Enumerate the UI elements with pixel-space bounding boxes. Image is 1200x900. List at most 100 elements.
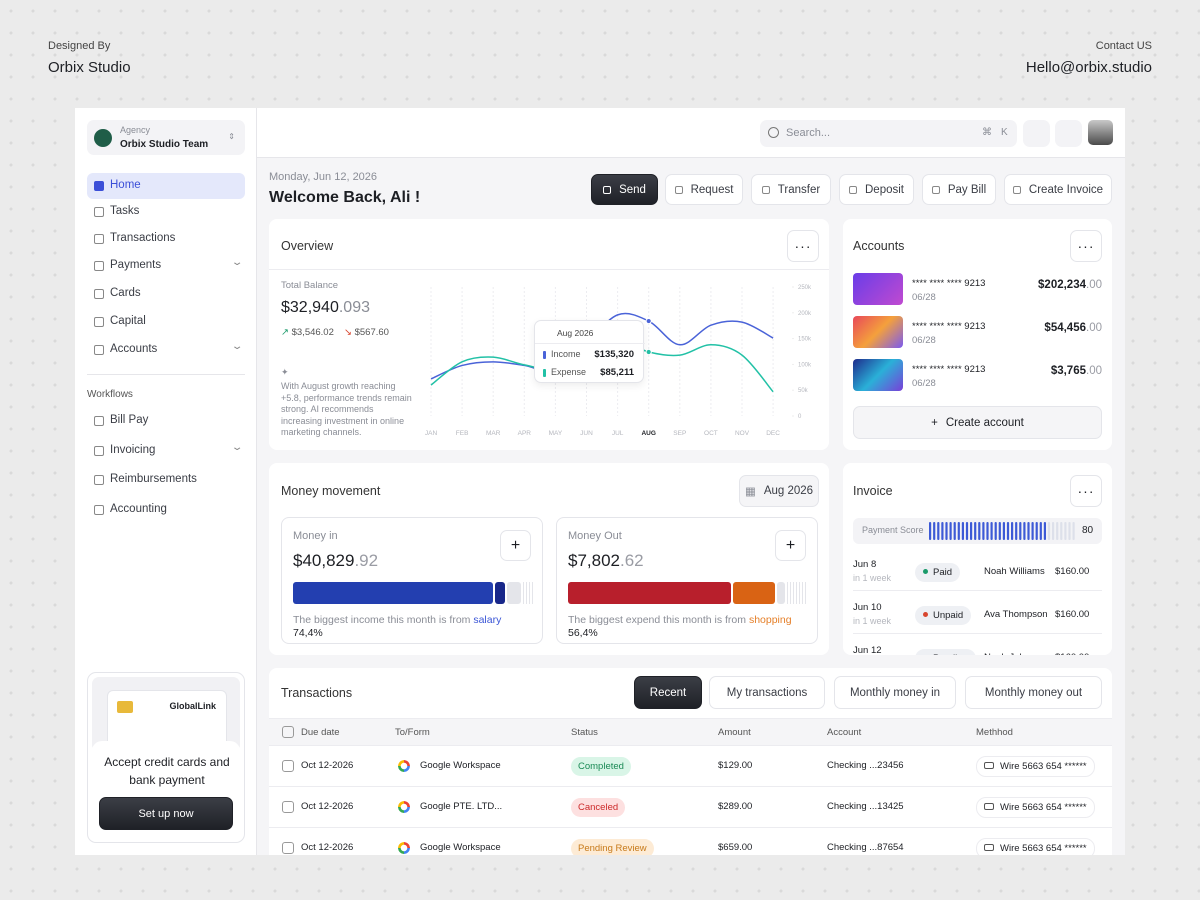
team-switcher[interactable]: Agency Orbix Studio Team ⇕: [87, 120, 245, 155]
action-button[interactable]: Transfer: [751, 174, 831, 205]
action-button[interactable]: Request: [665, 174, 743, 205]
column-header: Due date: [301, 727, 340, 738]
google-icon: [398, 760, 410, 772]
designed-by: Orbix Studio: [48, 59, 131, 76]
workflow-label: Accounting: [110, 503, 167, 515]
balance-decimals: .00: [1086, 322, 1102, 334]
tab[interactable]: Monthly money out: [965, 676, 1102, 709]
checkbox[interactable]: [282, 801, 294, 813]
score-stripe: [953, 522, 956, 540]
row-divider: [269, 827, 1112, 828]
account: Checking ...23456: [827, 760, 904, 771]
workflow-item[interactable]: Reimbursements: [87, 467, 245, 493]
nav-item[interactable]: Home: [87, 173, 245, 199]
google-icon: [398, 801, 410, 813]
welcome: Welcome Back, Ali !: [269, 189, 421, 206]
card-balance: $3,765.00: [1051, 365, 1102, 377]
topbar: Search... ⌘ K: [257, 108, 1125, 158]
x-tick-label: JAN: [425, 430, 438, 437]
score-stripe: [1039, 522, 1042, 540]
score-stripe: [986, 522, 989, 540]
x-tick-label: OCT: [704, 430, 718, 437]
nav-label: Capital: [110, 315, 146, 327]
add-button[interactable]: +: [500, 530, 531, 561]
amount: $129.00: [718, 760, 753, 771]
tab[interactable]: Monthly money in: [834, 676, 956, 709]
nav-item[interactable]: Payments ⌄: [87, 253, 245, 279]
score-stripe: [957, 522, 960, 540]
x-tick-label: JUL: [612, 430, 624, 437]
legend-swatch: [543, 351, 546, 359]
avatar[interactable]: [1088, 120, 1113, 145]
more-button[interactable]: ···: [1070, 230, 1102, 262]
action-button[interactable]: Create Invoice: [1004, 174, 1112, 205]
tab[interactable]: My transactions: [709, 676, 825, 709]
invoice-due: in 1 week: [853, 573, 892, 583]
team-name: Orbix Studio Team: [120, 139, 209, 150]
bar-segment: [777, 582, 785, 604]
notifications[interactable]: [1055, 120, 1082, 147]
bar-hatch: [523, 582, 533, 604]
checkbox[interactable]: [282, 760, 294, 772]
balance-decimals: .00: [1086, 279, 1102, 291]
tab[interactable]: Recent: [634, 676, 702, 709]
score-stripe: [1068, 522, 1071, 540]
payee: Google Workspace: [420, 842, 501, 853]
action-button[interactable]: Send: [591, 174, 658, 205]
status-dot: [923, 569, 928, 574]
workflow-item[interactable]: Bill Pay: [87, 408, 245, 434]
search-placeholder: Search...: [786, 127, 831, 139]
invoice-date: Jun 12: [853, 645, 882, 655]
action-button[interactable]: Deposit: [839, 174, 914, 205]
card-image: [853, 273, 903, 305]
payment-score-value: 80: [1082, 525, 1094, 536]
card-expiry: 06/28: [912, 378, 936, 389]
promo-mask: [92, 741, 240, 771]
contact-label: Contact US: [1095, 40, 1152, 52]
invoice-card: Invoice ··· Payment Score 80 Jun 8 in 1 w…: [843, 463, 1112, 655]
row-divider: [269, 786, 1112, 787]
workflow-label: Invoicing: [110, 444, 156, 456]
workflow-item[interactable]: Accounting: [87, 497, 245, 523]
balance-main: $32,940: [281, 299, 339, 316]
nav-item[interactable]: Capital: [87, 309, 245, 335]
search[interactable]: Search... ⌘ K: [760, 120, 1017, 147]
up-value: $3,546.02: [291, 327, 334, 338]
contact: Hello@orbix.studio: [1025, 59, 1152, 76]
sidebar: Agency Orbix Studio Team ⇕ Home Tasks Tran…: [75, 108, 257, 855]
period-button[interactable]: ▦ Aug 2026: [739, 475, 819, 507]
balance-up: ↗ $3,546.02: [281, 327, 334, 338]
nav-icon: [94, 181, 104, 191]
money-decimals: .62: [620, 551, 644, 570]
score-stripe: [941, 522, 944, 540]
score-stripe: [937, 522, 940, 540]
score-stripe: [1072, 522, 1075, 540]
nav-item[interactable]: Tasks: [87, 199, 245, 225]
divider: [853, 633, 1102, 634]
add-button[interactable]: +: [775, 530, 806, 561]
checkbox[interactable]: [282, 842, 294, 854]
nav-icon: [94, 475, 104, 485]
team-label: Agency: [120, 125, 151, 135]
more-button[interactable]: ···: [1070, 475, 1102, 507]
status-label: Paid: [933, 567, 953, 578]
checkbox[interactable]: [282, 726, 294, 738]
tooltip-value: $135,320: [594, 349, 634, 360]
balance-main: $3,765: [1050, 365, 1086, 377]
nav-item[interactable]: Transactions: [87, 226, 245, 252]
create-account[interactable]: + Create account: [853, 406, 1102, 439]
due-date: Oct 12-2026: [301, 801, 354, 812]
payment-score-label: Payment Score: [862, 525, 924, 535]
action-button[interactable]: Pay Bill: [922, 174, 996, 205]
balance-label: Total Balance: [281, 280, 339, 291]
score-stripe: [994, 522, 997, 540]
nav-item[interactable]: Accounts ⌄: [87, 337, 245, 363]
score-stripe: [1006, 522, 1010, 540]
nav-item[interactable]: Cards: [87, 281, 245, 307]
setup-button[interactable]: Set up now: [99, 797, 233, 830]
nav-label: Tasks: [110, 205, 140, 217]
workflow-item[interactable]: Invoicing ⌄: [87, 438, 245, 464]
score-stripe: [961, 522, 964, 540]
more-button[interactable]: ···: [787, 230, 819, 262]
hide-button[interactable]: [1023, 120, 1050, 147]
